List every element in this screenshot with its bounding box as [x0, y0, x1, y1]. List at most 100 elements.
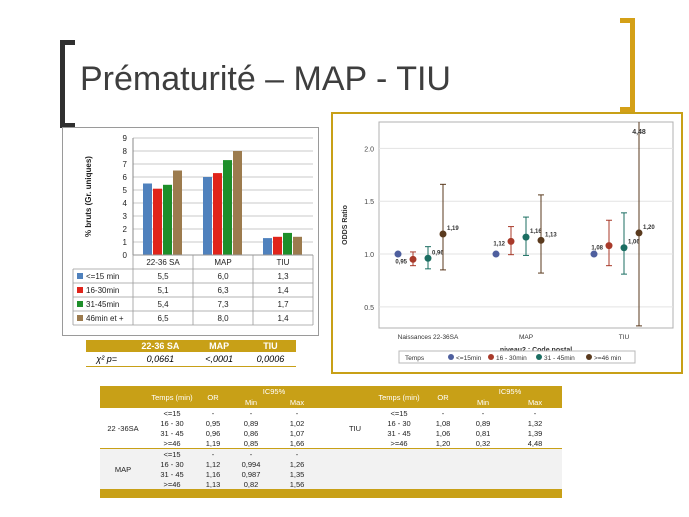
- table-cell-empty: [340, 469, 563, 479]
- table-cell: 22 -36SA: [107, 423, 139, 433]
- table-row: MAP <=15- - -: [100, 448, 563, 489]
- table-row: >=46 1,13 0,82 1,56: [100, 479, 563, 489]
- table-cell: -: [481, 408, 485, 418]
- table-cell: 1,20: [435, 438, 451, 448]
- or-point: [590, 250, 598, 258]
- table-cell: 1,12: [198, 459, 228, 469]
- y-tick-label: 2.0: [364, 146, 374, 153]
- y-tick-label: 8: [123, 147, 128, 156]
- y-tick-label: 0.5: [364, 305, 374, 312]
- or-point: [492, 250, 500, 258]
- table-value: 1,7: [277, 300, 289, 309]
- table-cell: <=15: [146, 448, 198, 459]
- point-label: 1,06: [628, 240, 640, 246]
- chi-value-tiu: 0,0006: [244, 352, 296, 367]
- legend-marker: [488, 354, 494, 360]
- ci-top-label: 4,48: [632, 129, 646, 136]
- legend: Temps <=15min 16 - 30min 31 - 45min >=46 min: [398, 350, 636, 364]
- table-row: 16 - 30 1,12 0,994 1,26: [100, 459, 563, 469]
- x-tick-label: 22-36 SA: [146, 258, 180, 267]
- table-cell: [320, 408, 340, 418]
- table-cell: <=15: [390, 408, 408, 418]
- table-cell: 1,07: [289, 428, 305, 438]
- table-cell: 0,81: [475, 428, 491, 438]
- table-cell: 1,39: [527, 428, 543, 438]
- table-cell: 31 - 45: [160, 428, 184, 438]
- table-cell: MAP: [100, 448, 146, 489]
- odds-ratio-table: Temps (min) OR IC95% Temps (min) OR IC95…: [100, 386, 563, 498]
- point-label: 1,20: [643, 225, 655, 231]
- table-cell: >=46: [390, 438, 408, 448]
- table-cell: -: [228, 448, 274, 459]
- th-ic-left: IC95%: [228, 386, 321, 397]
- legend-marker: [586, 354, 592, 360]
- y-tick-label: 3: [123, 212, 128, 221]
- th-group-left: [100, 386, 146, 408]
- point-label: 1,12: [493, 241, 505, 247]
- point-label: 1,19: [447, 226, 459, 232]
- bar: [283, 232, 292, 255]
- table-cell: 1,26: [274, 459, 321, 469]
- th-min-left: Min: [228, 397, 274, 408]
- legend-label: 16-30min: [86, 286, 119, 295]
- table-value: 6,5: [157, 314, 169, 323]
- or-point: [409, 255, 417, 263]
- table-row: 22 -36SA <=15 - - - TIU <=15 - - -: [100, 408, 562, 433]
- table-cell: 1,35: [274, 469, 321, 479]
- chi-header-map: MAP: [193, 340, 245, 352]
- bar-chart-panel: 0 1 2 3 4 5 6 7 8 9 % bruts (Gr. uniques) 22-36 SA M…: [62, 127, 319, 336]
- table-value: 5,4: [157, 300, 169, 309]
- table-value: 1,4: [277, 286, 289, 295]
- table-cell: 0,96: [205, 428, 221, 438]
- table-cell: 31 - 45: [146, 469, 198, 479]
- y-tick-label: 4: [123, 199, 128, 208]
- y-tick-label: 1.5: [364, 199, 374, 206]
- bar: [163, 184, 172, 255]
- legend-label: 16 - 30min: [496, 355, 527, 362]
- bar: [153, 188, 162, 255]
- table-cell: [320, 459, 341, 469]
- x-tick-label: MAP: [519, 334, 533, 341]
- bar: [293, 236, 302, 255]
- table-value: 5,1: [157, 286, 169, 295]
- table-cell: TIU: [348, 423, 362, 433]
- th-max-left: Max: [274, 397, 321, 408]
- table-cell: 0,994: [228, 459, 274, 469]
- table-cell: -: [198, 448, 228, 459]
- table-cell: 1,66: [289, 438, 305, 448]
- chi-label: χ² p=: [86, 352, 128, 367]
- table-cell: 1,16: [198, 469, 228, 479]
- table-cell: [320, 418, 340, 428]
- th-temps-left: Temps (min): [146, 386, 198, 408]
- table-cell: 1,06: [435, 428, 451, 438]
- chi-value-map: <,0001: [193, 352, 245, 367]
- y-tick-label: 0: [123, 251, 128, 260]
- th-or-right: OR: [428, 386, 459, 408]
- legend-swatch: [77, 273, 83, 279]
- legend-label: 31 - 45min: [544, 355, 575, 362]
- table-cell: 1,19: [205, 438, 221, 448]
- or-point: [424, 254, 432, 262]
- table-footer-bar: [100, 489, 563, 498]
- table-cell: 1,56: [274, 479, 321, 489]
- table-cell: -: [295, 408, 299, 418]
- y-axis-label: % bruts (Gr. uniques): [84, 156, 93, 237]
- th-spacer: [320, 386, 341, 408]
- y-tick-label: 9: [123, 134, 128, 143]
- bar: [273, 236, 282, 255]
- legend-box: [398, 350, 636, 364]
- bar: [203, 177, 212, 255]
- legend-label: >=46 min: [594, 355, 621, 362]
- table-value: 8,0: [217, 314, 229, 323]
- bar-chart: 0 1 2 3 4 5 6 7 8 9 % bruts (Gr. uniques) 22-36 SA M…: [72, 134, 314, 326]
- left-bracket: [60, 40, 75, 128]
- y-tick-label: 1.0: [364, 252, 374, 259]
- table-cell: 0,987: [228, 469, 274, 479]
- table-value: 7,3: [217, 300, 229, 309]
- table-cell: 16 - 30: [160, 418, 184, 428]
- chi-square-table: 22-36 SA MAP TIU χ² p= 0,0661 <,0001 0,0…: [86, 340, 296, 367]
- table-cell: 0,89: [475, 418, 491, 428]
- th-min-right: Min: [458, 397, 509, 408]
- th-group-right: [340, 386, 371, 408]
- th-temps-right: Temps (min): [370, 386, 429, 408]
